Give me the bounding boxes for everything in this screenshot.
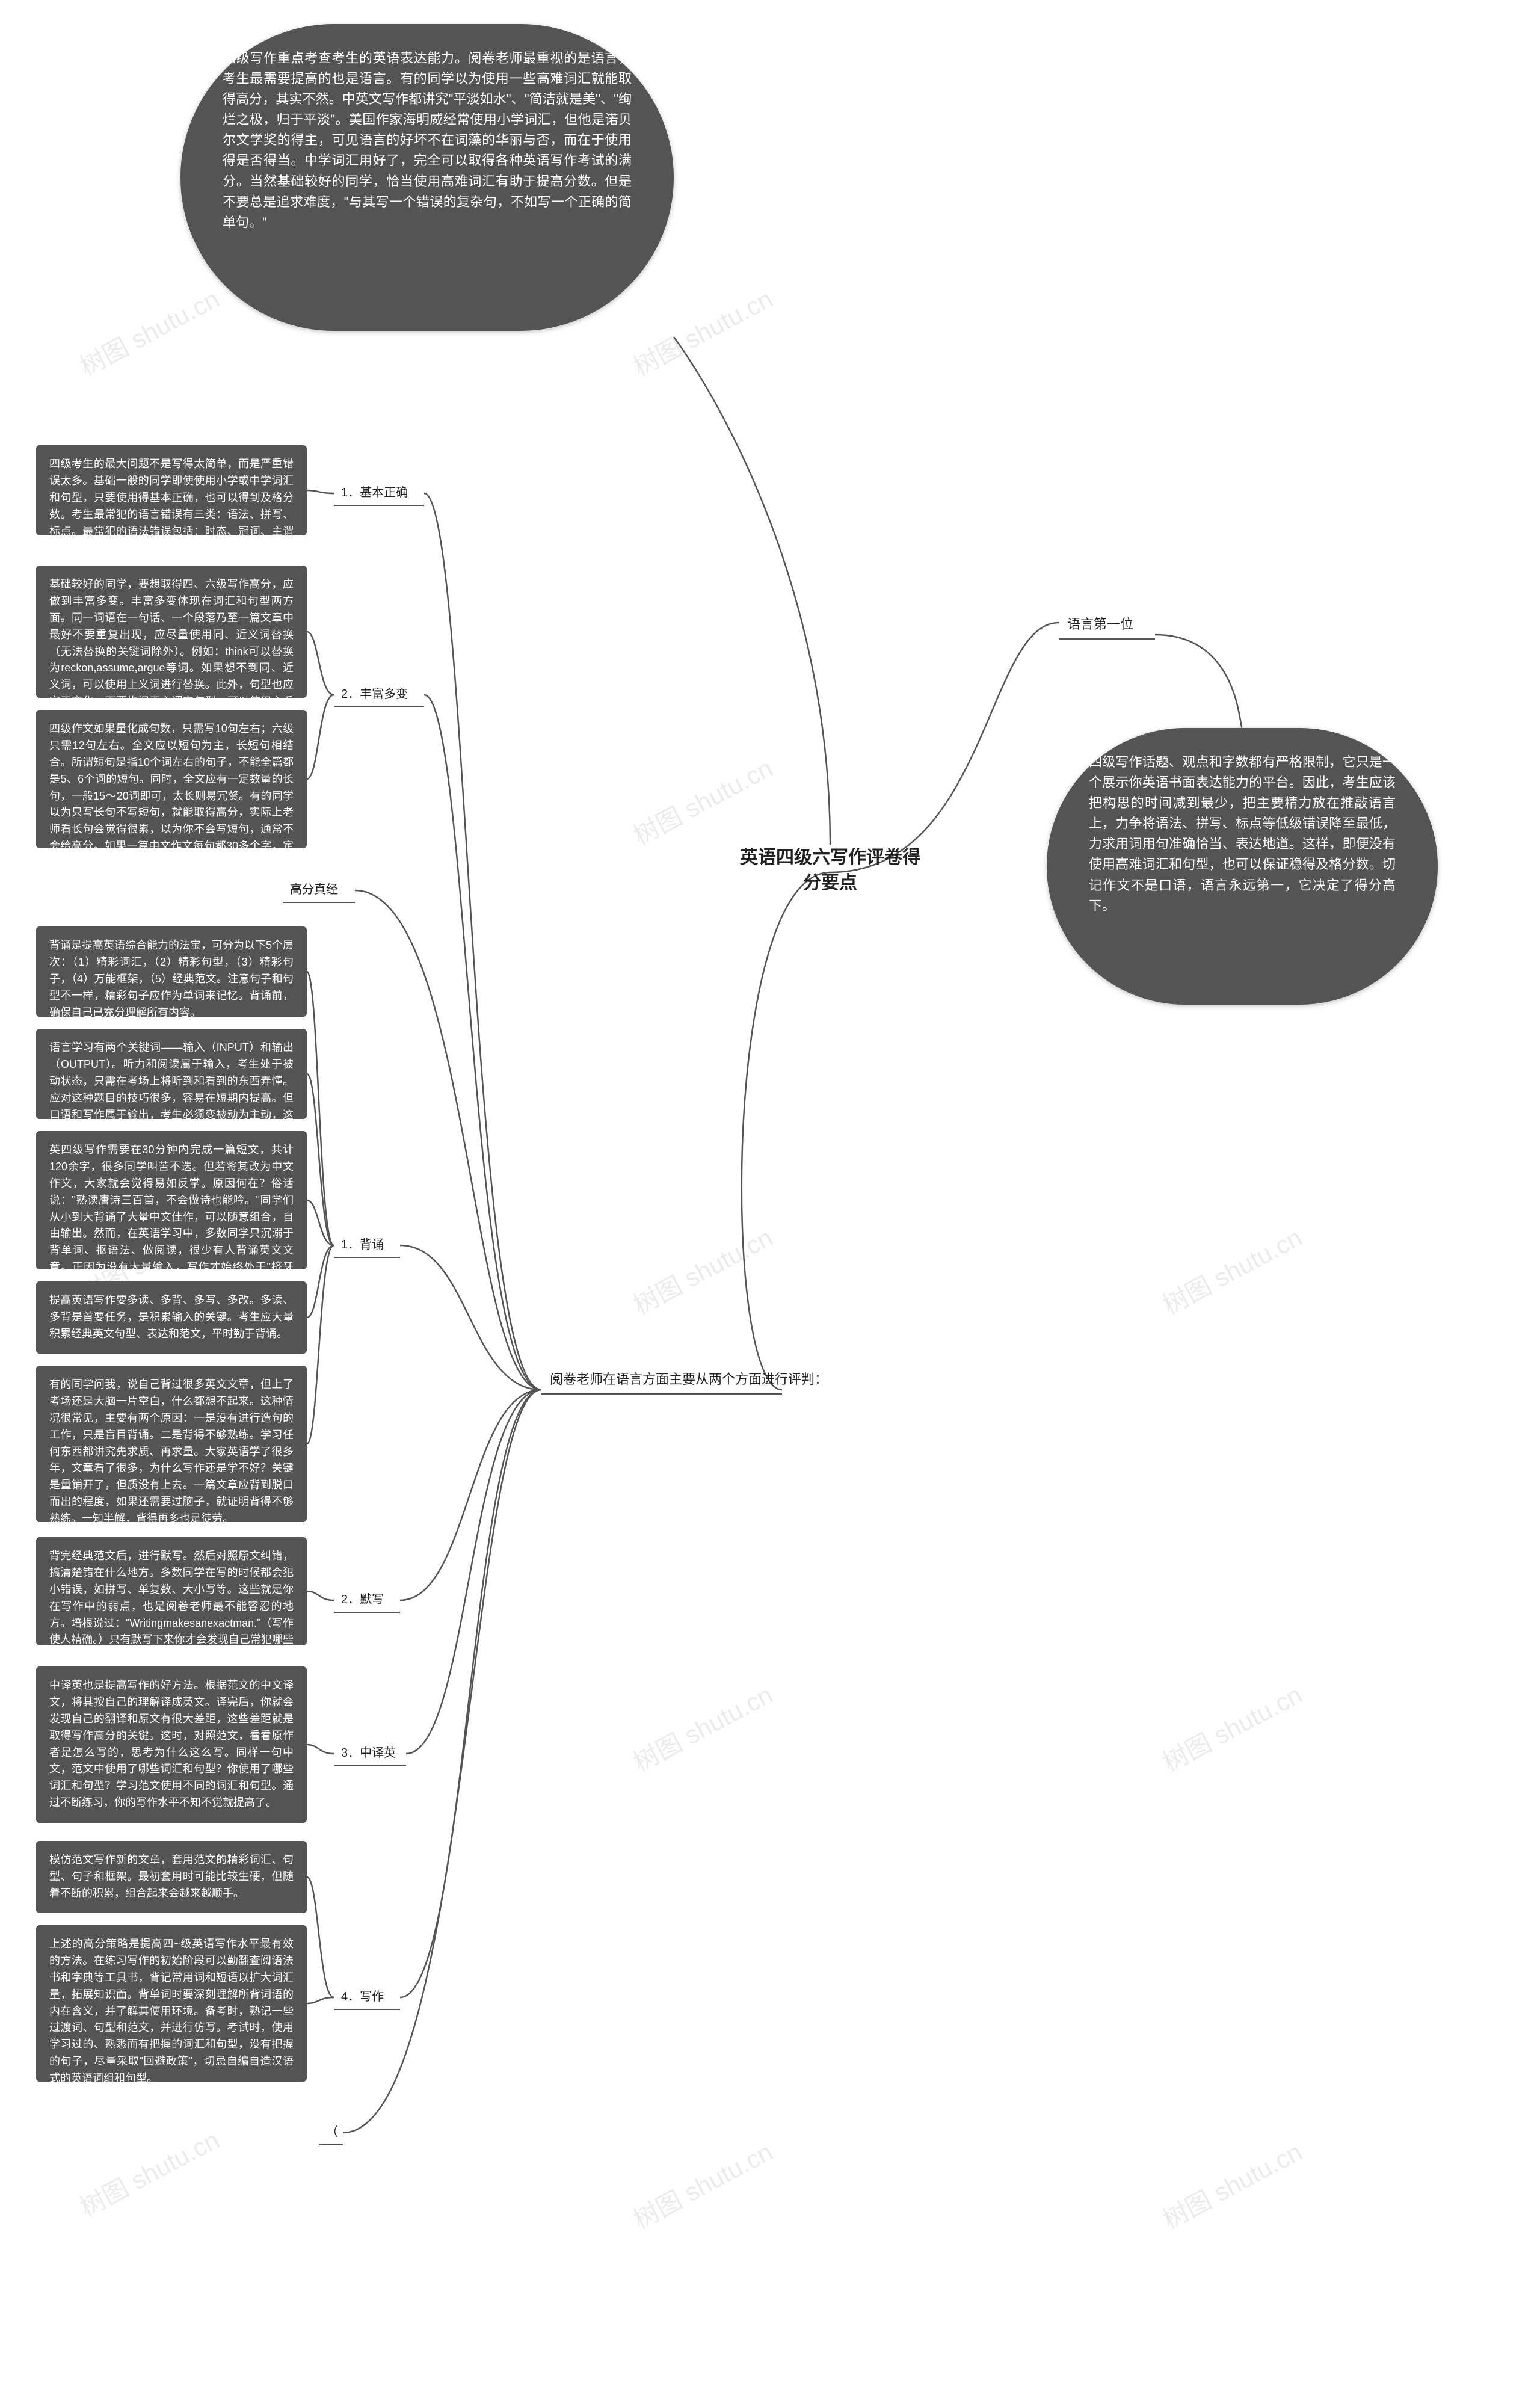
block: 四级作文如果量化成句数，只需写10句左右；六级只需12句左右。全文应以短句为主，… [36,710,307,848]
block: 背诵是提高英语综合能力的法宝，可分为以下5个层次：（1）精彩词汇，（2）精彩句型… [36,926,307,1017]
block: 英四级写作需要在30分钟内完成一篇短文，共计120余字，很多同学叫苦不迭。但若将… [36,1131,307,1269]
block: 四级考生的最大问题不是写得太简单，而是严重错误太多。基础一般的同学即使使用小学或… [36,445,307,535]
block: 背完经典范文后，进行默写。然后对照原文纠错，搞清楚错在什么地方。多数同学在写的时… [36,1537,307,1645]
right-bubble: 四级写作话题、观点和字数都有严格限制，它只是一个展示你英语书面表达能力的平台。因… [1047,728,1438,1005]
subbranch-3．中译英: 3．中译英 [334,1742,406,1766]
block: 模仿范文写作新的文章，套用范文的精彩词汇、句型、句子和框架。最初套用时可能比较生… [36,1841,307,1913]
block: 上述的高分策略是提高四~级英语写作水平最有效的方法。在练习写作的初始阶段可以勤翻… [36,1925,307,2082]
top-bubble: 四级写作重点考查考生的英语表达能力。阅卷老师最重视的是语言，考生最需要提高的也是… [180,24,674,331]
watermark: 树图 shutu.cn [626,1675,778,1779]
watermark: 树图 shutu.cn [1156,1675,1308,1779]
watermark: 树图 shutu.cn [1156,1218,1308,1322]
mindmap-canvas: 树图 shutu.cn 树图 shutu.cn 树图 shutu.cn 树图 shut… [0,0,1540,2389]
watermark: 树图 shutu.cn [626,1218,778,1322]
branch-language-first: 语言第一位 [1059,611,1155,640]
watermark: 树图 shutu.cn [1156,2132,1308,2236]
watermark: 树图 shutu.cn [73,279,225,383]
center-topic: 英语四级六写作评卷得分要点 [740,845,920,896]
block: 语言学习有两个关键词——输入（INPUT）和输出（OUTPUT）。听力和阅读属于… [36,1029,307,1119]
subbranch-1．基本正确: 1．基本正确 [334,481,424,506]
subbranch-paren: （ [319,2121,343,2145]
subbranch-4．写作: 4．写作 [334,1985,400,2010]
branch-judge-criteria: 阅卷老师在语言方面主要从两个方面进行评判： [541,1366,782,1395]
watermark: 树图 shutu.cn [626,748,778,852]
block: 中译英也是提高写作的好方法。根据范文的中文译文，将其按自己的理解译成英文。译完后… [36,1666,307,1823]
block: 基础较好的同学，要想取得四、六级写作高分，应做到丰富多变。丰富多变体现在词汇和句… [36,566,307,698]
watermark: 树图 shutu.cn [626,279,778,383]
watermark: 树图 shutu.cn [73,2120,225,2224]
block: 提高英语写作要多读、多背、多写、多改。多读、多背是首要任务，是积累输入的关键。考… [36,1281,307,1354]
subbranch-gaofen: 高分真经 [283,878,355,903]
subbranch-2．丰富多变: 2．丰富多变 [334,683,424,707]
watermark: 树图 shutu.cn [626,2132,778,2236]
subbranch-1．背诵: 1．背诵 [334,1233,400,1258]
block: 有的同学问我，说自己背过很多英文文章，但上了考场还是大脑一片空白，什么都想不起来… [36,1366,307,1522]
subbranch-2．默写: 2．默写 [334,1588,400,1613]
